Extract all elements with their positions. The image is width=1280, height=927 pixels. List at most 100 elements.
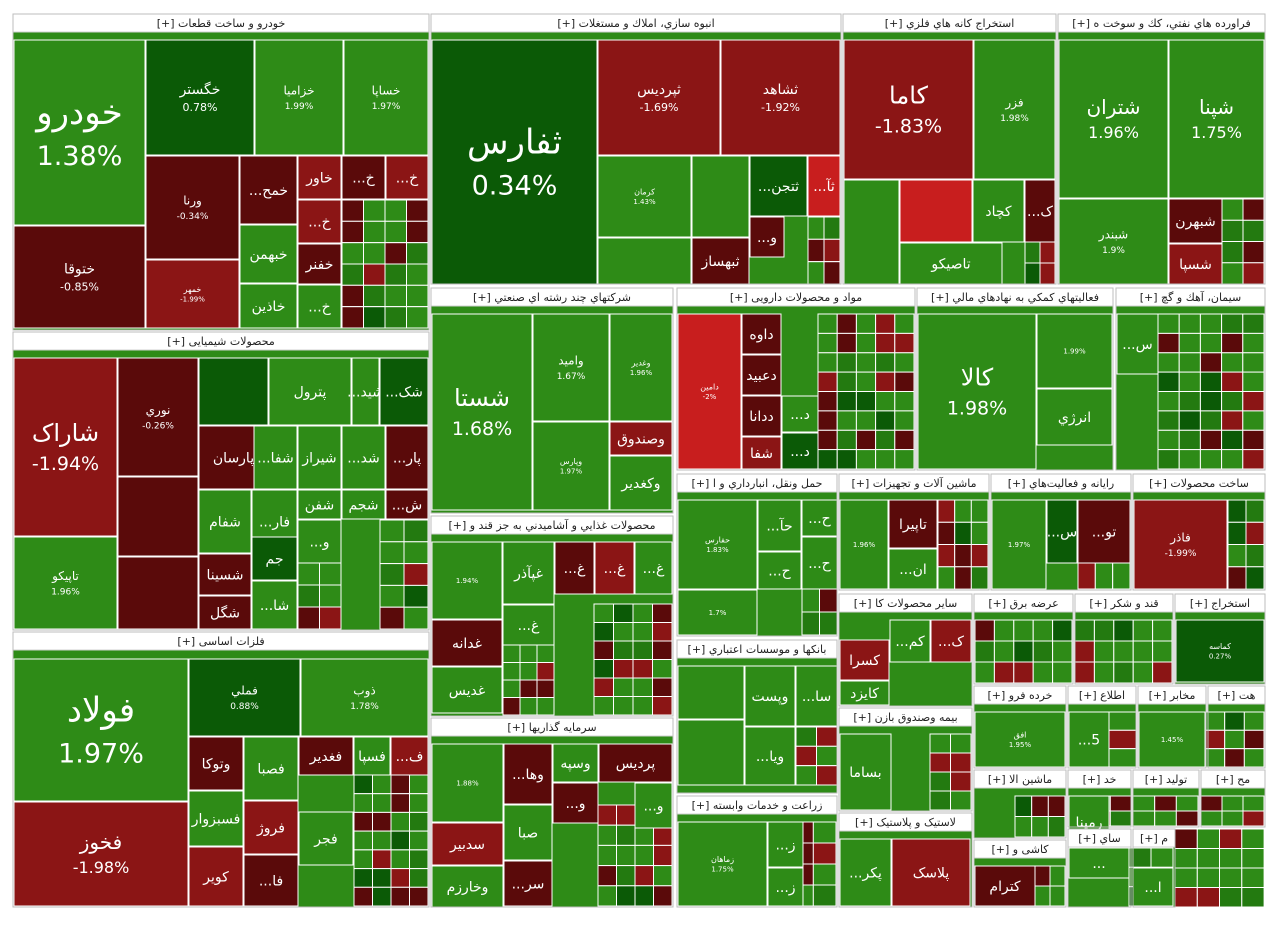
stock-tile xyxy=(839,639,890,681)
filler-tile xyxy=(319,606,342,630)
stock-change: 1.98% xyxy=(947,397,1007,419)
filler-tile xyxy=(1224,748,1245,768)
filler-tile xyxy=(855,391,877,412)
sector-title: خودرو و ساخت قطعات [+] xyxy=(157,17,286,30)
filler-tile xyxy=(1094,562,1114,590)
stock-tile xyxy=(1058,39,1169,199)
filler-tile xyxy=(519,662,538,681)
stock-label: فاذر xyxy=(1169,531,1191,546)
sector-title: عرضه برق [+] xyxy=(988,597,1058,610)
filler-tile xyxy=(812,863,837,886)
filler-tile xyxy=(1174,887,1198,908)
filler-tile xyxy=(795,726,817,747)
stock-label: سدبیر xyxy=(449,837,485,853)
stock-change: -1.83% xyxy=(875,115,942,137)
filler-tile xyxy=(929,733,951,754)
filler-tile xyxy=(836,449,857,470)
stock-tile xyxy=(807,155,841,217)
filler-tile xyxy=(372,811,392,832)
filler-tile xyxy=(1243,729,1265,750)
stock-change: 1.75% xyxy=(711,866,734,874)
stock-change: 1.45% xyxy=(1161,736,1184,744)
stock-label: فسپا xyxy=(358,749,386,765)
filler-tile xyxy=(353,793,373,813)
filler-tile xyxy=(1112,562,1131,590)
sector-title: زراعت و خدمات وابسته [+] xyxy=(692,799,823,812)
filler-tile xyxy=(384,284,407,308)
filler-tile xyxy=(1013,619,1034,642)
stock-tile xyxy=(801,499,838,537)
stock-tile xyxy=(1068,711,1110,768)
stock-tile xyxy=(973,39,1056,180)
stock-label: ...و xyxy=(309,534,329,550)
filler-tile xyxy=(1093,619,1115,642)
stock-label: فسبزوار xyxy=(191,811,241,827)
filler-tile xyxy=(875,313,896,334)
filler-tile xyxy=(353,811,373,832)
filler-tile xyxy=(1174,848,1198,869)
filler-tile xyxy=(836,352,857,373)
stock-label: شستا xyxy=(454,384,510,412)
stock-tile xyxy=(239,224,298,284)
filler-tile xyxy=(613,696,634,716)
sector-title: محصولات غذایي و آشامیدني به جز قند و [+] xyxy=(448,518,655,532)
sector-border xyxy=(1067,685,1137,769)
stock-tile xyxy=(972,179,1025,243)
stock-label: ...خمح xyxy=(249,183,288,199)
sector-border xyxy=(1074,593,1174,685)
filler-tile xyxy=(855,313,877,334)
filler-tile xyxy=(1132,661,1154,684)
stock-tile xyxy=(597,39,721,156)
filler-tile xyxy=(1074,661,1095,684)
stock-tile xyxy=(917,313,1037,470)
sector-title: خرده فرو [+] xyxy=(988,689,1053,702)
stock-tile xyxy=(117,476,199,557)
filler-tile xyxy=(341,242,364,265)
sector-title: تولید [+] xyxy=(1145,773,1188,786)
stock-label: ...پار xyxy=(393,450,421,466)
sector-border xyxy=(12,631,430,908)
stock-tile xyxy=(431,313,533,511)
filler-tile xyxy=(954,566,972,590)
sector-border xyxy=(430,717,674,908)
stock-change: 0.88% xyxy=(230,702,259,712)
stock-tile xyxy=(188,736,244,791)
stock-tile xyxy=(117,556,199,630)
stock-label: ...ح xyxy=(808,556,831,572)
filler-tile xyxy=(409,830,429,851)
filler-tile xyxy=(1221,429,1244,451)
filler-tile xyxy=(616,844,636,867)
filler-tile xyxy=(616,824,636,846)
stock-label: ...فار xyxy=(259,514,290,530)
sector-title: اطلاع [+] xyxy=(1079,689,1125,702)
filler-tile xyxy=(593,677,614,697)
filler-tile xyxy=(950,771,972,792)
sector-title: انبوه سازي، املاك و مستغلات [+] xyxy=(557,17,714,30)
stock-tile xyxy=(341,425,386,490)
sector-border xyxy=(838,593,973,707)
filler-tile xyxy=(954,544,972,568)
filler-tile xyxy=(816,726,838,747)
stock-change: 1.67% xyxy=(557,372,586,382)
stock-change: 1.99% xyxy=(1063,347,1086,355)
stock-tile xyxy=(839,838,892,907)
filler-tile xyxy=(1031,795,1049,817)
stock-tile xyxy=(552,743,599,783)
stock-label: پلاسک xyxy=(913,865,950,881)
stock-label: شبهرن xyxy=(1175,214,1215,230)
filler-tile xyxy=(875,391,896,412)
stock-label: تاصیکو xyxy=(930,256,970,272)
filler-tile xyxy=(390,886,410,907)
filler-tile xyxy=(823,261,841,285)
filler-tile xyxy=(993,619,1015,642)
sector-title: فعالیتهاي کمکي به نهادهاي مالي [+] xyxy=(931,291,1099,304)
sector-border xyxy=(12,331,430,631)
filler-tile xyxy=(390,811,410,832)
sector-border xyxy=(916,287,1114,471)
filler-tile xyxy=(409,793,429,813)
stock-label: وصندوق xyxy=(617,431,665,447)
sector-border xyxy=(838,812,973,908)
filler-tile xyxy=(372,774,392,795)
filler-tile xyxy=(993,640,1015,663)
stock-label: کماسه xyxy=(1209,642,1231,651)
